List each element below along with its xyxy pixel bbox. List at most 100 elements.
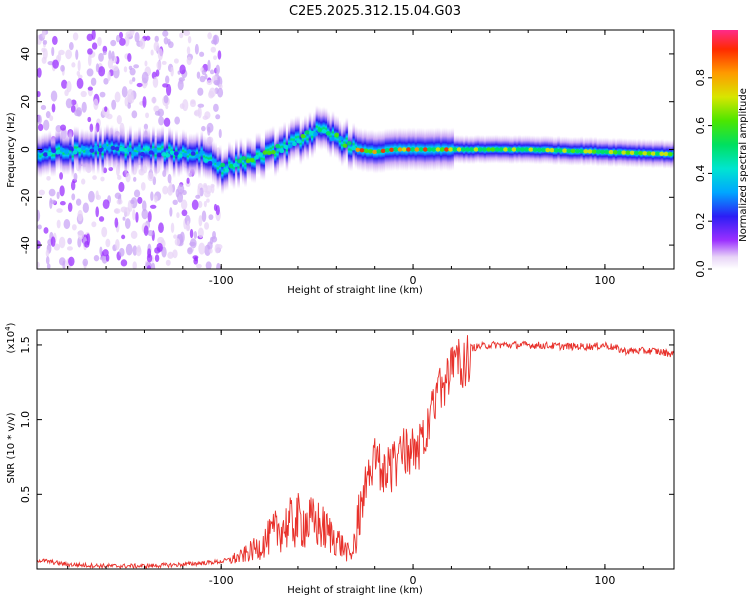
spectrogram-noise-blob [129, 79, 133, 85]
spectrogram-ridge-core [663, 151, 669, 157]
spectrogram-noise-blob [93, 98, 99, 111]
spectrogram-noise-blob [132, 261, 137, 269]
spectrogram-noise-blob [165, 259, 171, 266]
snr-frame [36, 329, 675, 570]
spectrogram-noise-blob [127, 102, 131, 109]
spectrogram-noise-blob [103, 77, 109, 85]
spectrogram-noise-blob [147, 229, 154, 237]
spectrogram-ridge-core [275, 143, 281, 149]
spectrogram-band-strip [340, 123, 344, 167]
spectrogram-ridge-core [258, 152, 264, 157]
spectrogram-noise-blob [64, 89, 69, 97]
spectrogram-noise-blob [46, 263, 51, 269]
spectrogram-noise-blob [165, 104, 169, 110]
colorbar-label: Normalized spectral amplitude [738, 88, 749, 242]
spectrogram-band-strip [278, 125, 282, 169]
spectrogram-noise-blob [197, 87, 204, 96]
spectrogram-noise-blob [213, 103, 219, 112]
spectrogram-ridge-core [106, 146, 112, 151]
snr-panel: -100 0 100 0.5 1.0 1.5 Height of straight lin… [4, 322, 675, 596]
spectrogram-noise-blob [108, 50, 112, 61]
spectrogram-noise-blob [153, 41, 160, 52]
spectrogram-noise-blob [187, 35, 192, 44]
spectrogram-noise-blob [129, 67, 136, 76]
spectrogram-noise-blob [115, 34, 120, 43]
spectrogram-noise-blob [201, 69, 207, 76]
spectrogram-noise-blob [154, 195, 158, 203]
spectrogram-ridge-core [266, 150, 272, 156]
spectrogram-ridge-core [195, 154, 200, 159]
spectrogram-noise-blob [37, 114, 42, 125]
colorbar-tick-label: 0.6 [694, 117, 707, 135]
spectrogram-band-strip [41, 133, 45, 177]
spectrogram-band-strip [232, 146, 236, 190]
spectrogram-noise-blob [167, 41, 174, 49]
spectrogram-ytick-label: 20 [19, 95, 32, 109]
spectrogram-noise-blob [213, 55, 218, 61]
snr-xtick-label: 0 [410, 574, 417, 587]
spectrogram-ridge-core [482, 147, 487, 152]
spectrogram-noise-blob [163, 94, 169, 104]
spectrogram-noise-blob [187, 247, 193, 255]
spectrogram-ridge-core [494, 147, 500, 152]
spectrogram-ridge-core [157, 152, 162, 158]
spectrogram-noise-blob [149, 204, 157, 209]
spectrogram-noise-blob [146, 265, 151, 269]
spectrogram-noise-blob [157, 48, 164, 61]
spectrogram-band-strip [315, 105, 319, 149]
spectrogram-noise-blob [197, 103, 205, 108]
spectrogram-noise-blob [178, 77, 186, 82]
spectrogram-noise-blob [59, 185, 65, 197]
spectrogram-noise-blob [120, 259, 128, 267]
spectrogram-ridge-core [161, 152, 167, 157]
spectrogram-noise-blob [131, 77, 136, 82]
spectrogram-noise-blob [49, 115, 54, 122]
spectrogram-noise-blob [174, 116, 180, 125]
spectrogram-noise-blob [189, 238, 197, 249]
spectrogram-band-strip [324, 107, 328, 151]
spectrogram-band-strip [69, 129, 72, 173]
spectrogram-noise-blob [82, 258, 89, 267]
spectrogram-ridge-core [520, 147, 525, 152]
spectrogram-noise-blob [204, 244, 211, 257]
spectrogram-noise-blob [124, 218, 131, 229]
spectrogram-band-strip [304, 115, 307, 159]
spectrogram-noise-blob [56, 208, 63, 213]
spectrogram-noise-blob [75, 198, 82, 206]
spectrogram-band-strip [290, 117, 293, 161]
spectrogram-band-strip [283, 121, 286, 165]
spectrogram-ridge-core [368, 149, 373, 154]
spectrogram-noise-blob [194, 43, 199, 55]
spectrogram-noise-blob [123, 66, 128, 73]
spectrogram-noise-blob [87, 116, 92, 123]
colorbar-gradient [712, 30, 738, 269]
spectrogram-band-strip [62, 132, 65, 176]
spectrogram-ridge-core [372, 149, 378, 155]
spectrogram-noise-blob [135, 211, 139, 223]
spectrogram-noise-blob [52, 35, 58, 45]
spectrogram-noise-blob [116, 114, 122, 125]
spectrogram-ridge-core [545, 147, 551, 153]
spectrogram-noise-blob [98, 66, 106, 77]
spectrogram-ridge-core [228, 163, 234, 169]
spectrogram-noise-blob [91, 30, 96, 40]
spectrogram-noise-blob [179, 64, 186, 75]
spectrogram-noise-blob [186, 46, 191, 55]
spectrogram-ridge-core [232, 162, 238, 168]
spectrogram-noise-blob [71, 224, 77, 231]
spectrogram-noise-blob [210, 46, 217, 53]
spectrogram-band-strip [248, 137, 252, 181]
spectrogram-ridge-core [72, 150, 78, 155]
spectrogram-noise-blob [144, 60, 148, 67]
spectrogram-band-strip [336, 115, 339, 159]
spectrogram-noise-blob [59, 201, 66, 206]
spectrogram-noise-blob [131, 110, 138, 119]
colorbar-axes: 0.0 0.2 0.4 0.6 0.8 [694, 69, 712, 278]
spectrogram-band-strip [239, 137, 243, 181]
spectrogram-noise-blob [197, 186, 201, 198]
spectrogram-noise-blob [207, 59, 211, 72]
spectrogram-noise-blob [201, 125, 206, 132]
spectrogram-noise-blob [209, 236, 214, 245]
spectrogram-ridge-core [456, 147, 462, 152]
spectrogram-band-strip [152, 125, 155, 169]
